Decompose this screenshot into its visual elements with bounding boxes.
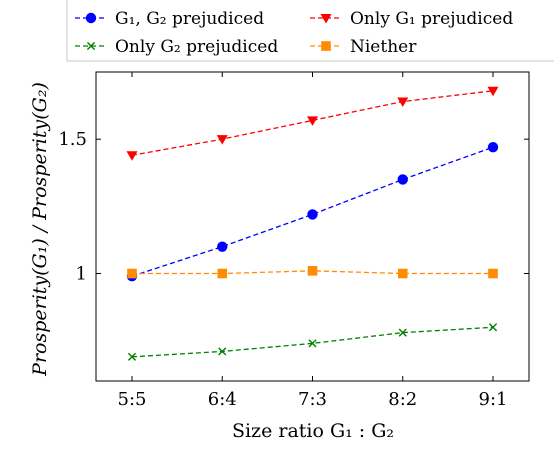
y-axis: 11.5 — [58, 129, 529, 285]
data-point — [218, 347, 227, 356]
data-point — [398, 328, 407, 337]
legend-item: G₁, G₂ prejudiced — [75, 9, 264, 29]
legend-label: Niether — [350, 37, 417, 57]
y-tick-label: 1.5 — [58, 129, 87, 150]
data-point — [126, 151, 138, 161]
data-point — [307, 209, 318, 220]
x-tick-label: 6:4 — [208, 389, 237, 410]
data-point — [308, 339, 317, 348]
series-line — [131, 90, 494, 156]
x-tick-label: 8:2 — [388, 389, 417, 410]
data-point — [307, 116, 318, 126]
y-tick-label: 1 — [76, 264, 87, 285]
series-line — [131, 326, 494, 358]
x-axis-label: Size ratio G₁ : G₂ — [232, 420, 394, 442]
data-point — [216, 135, 228, 145]
data-point — [217, 268, 228, 279]
series-2 — [127, 323, 498, 361]
data-point — [397, 97, 409, 108]
x-tick-label: 9:1 — [479, 389, 508, 410]
y-axis-label: Prosperity(G₁) / Prosperity(G₂) — [29, 82, 51, 377]
data-point — [307, 266, 318, 276]
legend-marker — [86, 41, 96, 51]
x-tick-label: 5:5 — [118, 389, 147, 410]
data-point — [487, 142, 499, 153]
legend-label: Only G₁ prejudiced — [350, 9, 513, 29]
legend-marker — [320, 14, 332, 24]
series-1 — [126, 86, 499, 161]
x-tick-label: 7:3 — [298, 389, 327, 410]
x-axis: 5:5 6:4 7:3 8:2 9:1 — [118, 72, 508, 410]
data-point — [217, 241, 228, 252]
legend-box — [66, 0, 554, 62]
data-point — [397, 174, 408, 185]
series-3 — [127, 266, 498, 279]
data-point — [488, 268, 498, 279]
data-point — [127, 352, 137, 361]
legend-item: Niether — [310, 37, 417, 57]
legend-label: Only G₂ prejudiced — [115, 37, 278, 57]
data-point — [127, 268, 137, 279]
plot-area — [126, 86, 499, 361]
legend-item: Only G₂ prejudiced — [75, 37, 278, 57]
legend: G₁, G₂ prejudiced Only G₁ prejudiced Only … — [66, 0, 554, 62]
data-point — [488, 323, 498, 332]
legend-marker — [321, 41, 331, 51]
data-point — [487, 86, 499, 97]
legend-label: G₁, G₂ prejudiced — [115, 9, 264, 29]
legend-marker — [85, 12, 97, 24]
series-0 — [126, 142, 499, 282]
legend-item: Only G₁ prejudiced — [310, 9, 513, 29]
data-point — [397, 268, 408, 279]
